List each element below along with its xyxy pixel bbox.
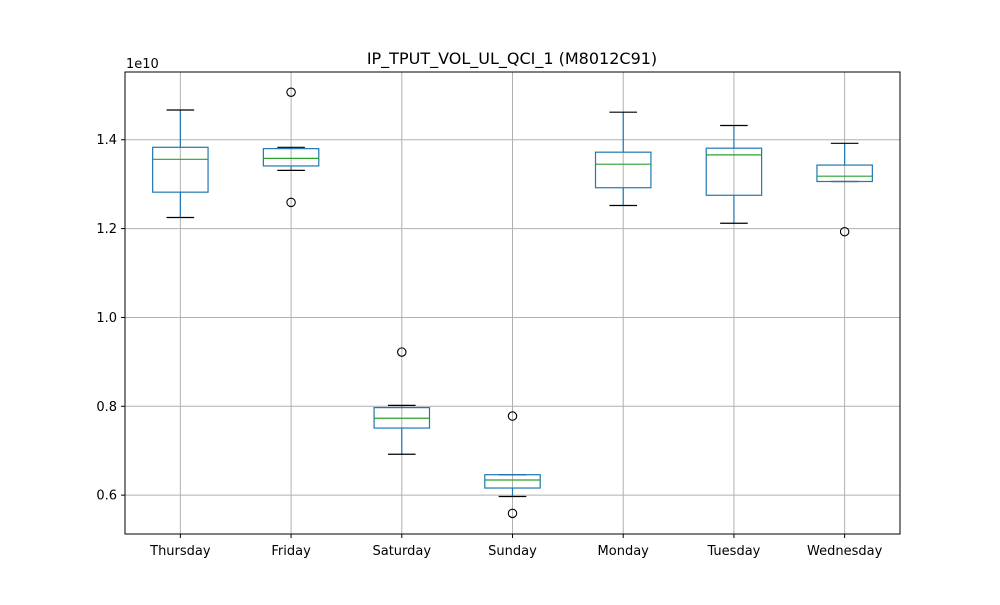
- box-iqr: [705, 147, 763, 196]
- axis-ticks: 0.6 0.8 1.0 1.2 1.4 Thursday Friday Saturday Sun…: [96, 133, 882, 559]
- box-iqr: [484, 474, 541, 489]
- box-thursday: [152, 109, 209, 219]
- y-tick-label: 0.6: [96, 489, 117, 504]
- y-axis-offset-label: 1e10: [126, 57, 159, 72]
- box-series: [152, 87, 873, 519]
- box-saturday: [373, 347, 431, 455]
- outlier-point: [286, 197, 296, 208]
- box-iqr: [262, 148, 320, 167]
- chart-title: IP_TPUT_VOL_UL_QCI_1 (M8012C91): [367, 49, 657, 69]
- outlier-point: [507, 508, 518, 519]
- box-wednesday: [816, 142, 873, 237]
- y-tick-label: 0.8: [96, 400, 117, 415]
- plot-area-frame: [124, 71, 901, 535]
- outlier-point: [397, 347, 407, 357]
- box-iqr: [594, 151, 652, 189]
- x-tick-label: Friday: [271, 544, 311, 559]
- x-tick-label: Tuesday: [706, 544, 760, 559]
- outlier-point: [839, 226, 850, 237]
- x-tick-label: Monday: [598, 544, 650, 559]
- x-tick-label: Wednesday: [807, 544, 883, 559]
- box-monday: [594, 111, 652, 207]
- box-iqr: [816, 164, 873, 183]
- y-tick-label: 1.4: [96, 133, 117, 148]
- y-tick-label: 1.0: [96, 311, 117, 326]
- x-tick-label: Thursday: [149, 544, 211, 559]
- box-sunday: [484, 411, 541, 519]
- box-friday: [262, 87, 320, 208]
- y-tick-label: 1.2: [96, 222, 117, 237]
- outlier-point: [286, 87, 296, 97]
- outlier-point: [507, 411, 518, 421]
- box-iqr: [152, 146, 209, 193]
- x-tick-label: Sunday: [488, 544, 537, 559]
- box-tuesday: [705, 124, 763, 224]
- x-tick-label: Saturday: [372, 544, 431, 559]
